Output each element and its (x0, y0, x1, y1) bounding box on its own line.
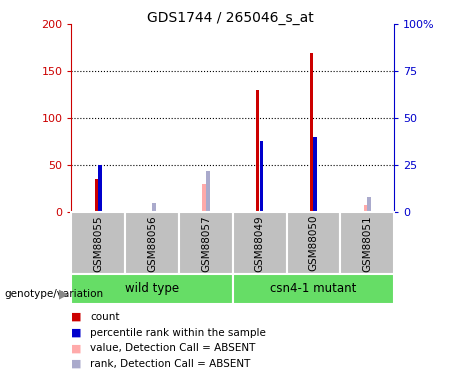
Bar (367, 197, 371, 212)
Bar (364, 206, 367, 212)
Text: ■: ■ (71, 328, 82, 338)
Text: ■: ■ (71, 344, 82, 353)
Text: csn4-1 mutant: csn4-1 mutant (270, 282, 357, 295)
Text: GSM88049: GSM88049 (254, 215, 265, 272)
Text: percentile rank within the sample: percentile rank within the sample (90, 328, 266, 338)
Bar (340, 212, 394, 274)
Bar (233, 274, 394, 304)
Bar (206, 171, 210, 212)
Text: GSM88056: GSM88056 (147, 215, 157, 272)
Text: GSM88055: GSM88055 (93, 215, 103, 272)
Bar (310, 53, 313, 212)
Text: GSM88057: GSM88057 (201, 215, 211, 272)
Bar (95, 179, 98, 212)
Text: genotype/variation: genotype/variation (5, 290, 104, 299)
Text: GSM88050: GSM88050 (308, 215, 319, 272)
Bar (179, 212, 233, 274)
Bar (152, 202, 156, 212)
Bar (202, 184, 206, 212)
Text: rank, Detection Call = ABSENT: rank, Detection Call = ABSENT (90, 359, 250, 369)
Text: value, Detection Call = ABSENT: value, Detection Call = ABSENT (90, 344, 255, 353)
Text: wild type: wild type (125, 282, 179, 295)
Bar (287, 212, 340, 274)
Bar (125, 212, 179, 274)
Bar (98, 165, 102, 212)
Text: ■: ■ (71, 359, 82, 369)
Text: count: count (90, 312, 119, 322)
Bar (260, 141, 264, 212)
Bar (313, 137, 317, 212)
Bar (256, 90, 260, 212)
Text: ▶: ▶ (59, 288, 68, 301)
Bar (233, 212, 287, 274)
Text: GSM88051: GSM88051 (362, 215, 372, 272)
Text: ■: ■ (71, 312, 82, 322)
Text: GDS1744 / 265046_s_at: GDS1744 / 265046_s_at (147, 11, 314, 25)
Bar (71, 212, 125, 274)
Bar (71, 274, 233, 304)
